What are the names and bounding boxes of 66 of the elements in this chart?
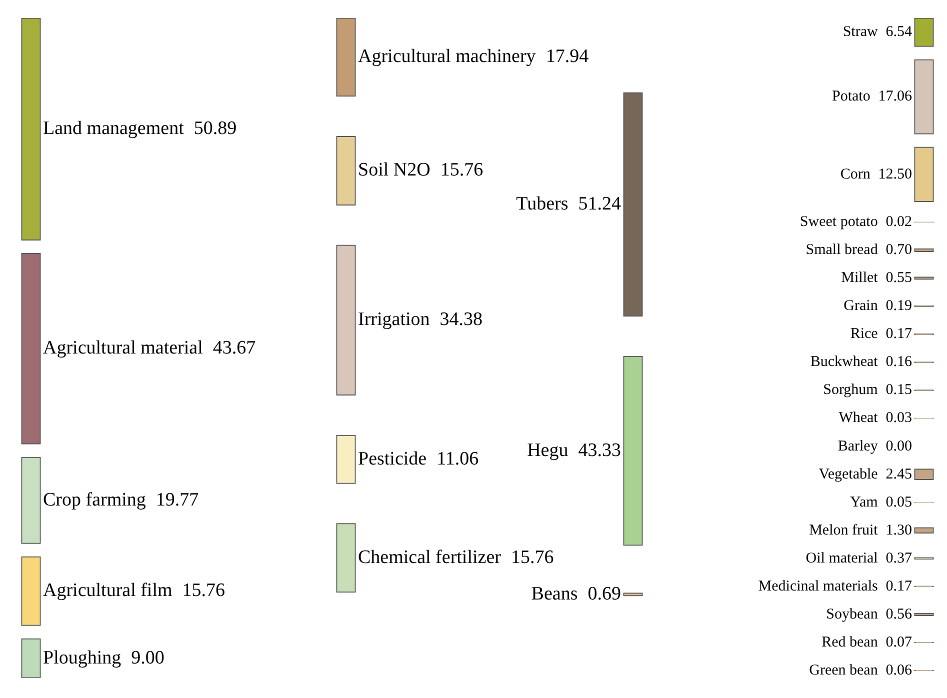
category-label: Land management (43, 118, 185, 140)
category-label: Agricultural film (43, 580, 172, 602)
data-label: 0.15 (886, 382, 912, 398)
data-label: 9.00 (131, 647, 164, 668)
category-label: Agricultural machinery (358, 46, 536, 68)
data-label: 0.70 (886, 242, 912, 258)
data-label: 43.67 (212, 338, 256, 359)
data-label: 0.17 (886, 326, 912, 342)
category-label: Melon fruit (809, 522, 879, 538)
category-label: Pesticide (358, 448, 427, 470)
category-label: Barley (838, 438, 878, 454)
data-label: 17.94 (546, 46, 590, 68)
category-label: Chemical fertilizer (358, 546, 502, 568)
data-label: 19.77 (156, 489, 199, 510)
category-label: Yam (850, 494, 878, 510)
category-label: Potato (832, 88, 870, 105)
data-label: 1.30 (886, 522, 912, 538)
category-label: Sorghum (823, 382, 878, 398)
category-label: Red bean (822, 634, 878, 650)
data-label: 0.06 (886, 662, 912, 678)
category-label: Soybean (826, 606, 878, 622)
data-label: 6.54 (886, 24, 912, 40)
data-label: 0.00 (886, 438, 912, 454)
category-label: Soil N2O (358, 160, 430, 181)
data-label: 12.50 (878, 166, 912, 182)
data-label: 0.02 (886, 214, 912, 230)
data-label: 15.76 (510, 546, 554, 568)
category-label: Sweet potato (800, 214, 878, 230)
data-label: 0.16 (886, 354, 912, 370)
category-label: Hegu (527, 440, 569, 461)
data-label: 43.33 (578, 440, 621, 461)
data-label: 0.07 (886, 634, 912, 650)
data-label: 51.24 (578, 193, 622, 214)
data-label: 0.37 (886, 550, 912, 566)
data-label: 11.06 (436, 448, 479, 470)
data-label: 0.19 (886, 298, 912, 314)
data-label: 0.69 (588, 583, 621, 604)
data-label: 0.03 (886, 410, 912, 426)
category-label: Beans (531, 583, 578, 604)
category-label: Wheat (838, 410, 879, 426)
data-label: 0.56 (886, 606, 912, 622)
category-label: Crop farming (43, 489, 146, 510)
category-label: Green bean (809, 662, 878, 678)
category-label: Rice (850, 326, 878, 342)
category-label: Tubers (516, 193, 568, 214)
category-label: Medicinal materials (758, 578, 878, 594)
data-label: 34.38 (440, 309, 483, 330)
data-label: 15.76 (440, 160, 484, 181)
category-label: Corn (840, 166, 871, 182)
data-label: 17.06 (878, 88, 912, 105)
data-label: 15.76 (182, 580, 226, 602)
data-label: 0.05 (886, 494, 912, 510)
category-label: Ploughing (43, 647, 122, 668)
category-label: Oil material (806, 550, 878, 566)
data-label: 2.45 (886, 466, 912, 482)
category-label: Agricultural material (43, 338, 203, 359)
category-label: Irrigation (358, 309, 430, 330)
category-label: Straw (842, 24, 878, 40)
data-label: 0.55 (886, 270, 912, 286)
category-label: Grain (844, 298, 878, 314)
data-label: 0.17 (886, 578, 912, 594)
category-label: Buckwheat (810, 354, 879, 370)
category-label: Small bread (806, 242, 878, 258)
data-label: 50.89 (194, 118, 237, 140)
category-label: Millet (841, 270, 879, 286)
category-label: Vegetable (818, 466, 878, 482)
